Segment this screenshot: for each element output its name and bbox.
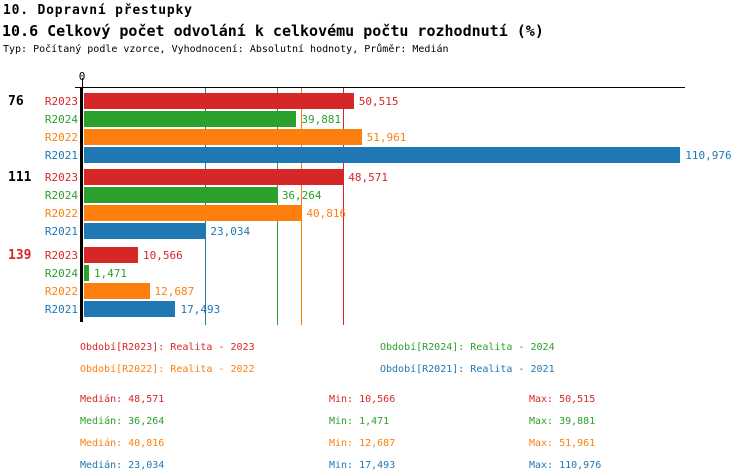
legend-item-r2022: Období[R2022]: Realita - 2022 xyxy=(80,364,255,375)
bar-value-label: 10,566 xyxy=(143,249,183,262)
median-line-r2022 xyxy=(301,88,303,325)
axis-zero-tick xyxy=(82,78,83,87)
stat-median-r2022: Medián: 40,816 xyxy=(80,438,165,449)
axis-zero-tick-label: 0 xyxy=(78,70,86,83)
legend-item-r2023: Období[R2023]: Realita - 2023 xyxy=(80,342,255,353)
group-label: 139 xyxy=(8,248,32,263)
legend-item-r2024: Období[R2024]: Realita - 2024 xyxy=(380,342,555,353)
group-label: 111 xyxy=(8,170,32,185)
bar-series-label: R2021 xyxy=(44,149,78,162)
bar-value-label: 39,881 xyxy=(301,113,342,126)
bar-series-label: R2024 xyxy=(44,267,78,280)
bar-series-label: R2022 xyxy=(44,285,78,298)
bar-r2023 xyxy=(84,247,139,263)
group-label: 76 xyxy=(8,94,24,109)
bar-r2023 xyxy=(84,93,354,109)
bar-value-label: 12,687 xyxy=(154,285,195,298)
stat-max-r2022: Max: 51,961 xyxy=(529,438,596,449)
bar-r2021 xyxy=(84,147,681,163)
bar-series-label: R2021 xyxy=(44,225,78,238)
chart-meta-line: Typ: Počítaný podle vzorce, Vyhodnocení:… xyxy=(3,44,449,55)
bar-value-label: 23,034 xyxy=(210,225,251,238)
bar-value-label: 36,264 xyxy=(281,189,322,202)
bar-series-label: R2023 xyxy=(44,95,78,108)
stat-median-r2024: Medián: 36,264 xyxy=(80,416,165,427)
bar-r2021 xyxy=(84,223,206,239)
axis-top-line xyxy=(75,87,685,88)
bar-series-label: R2023 xyxy=(44,171,78,184)
stat-max-r2021: Max: 110,976 xyxy=(529,460,602,471)
bar-r2022 xyxy=(84,129,362,145)
bar-r2022 xyxy=(84,205,302,221)
bar-r2022 xyxy=(84,283,150,299)
stat-max-r2023: Max: 50,515 xyxy=(529,394,596,405)
stat-min-r2023: Min: 10,566 xyxy=(329,394,396,405)
axis-vertical-line xyxy=(80,87,83,322)
bar-value-label: 17,493 xyxy=(180,303,221,316)
bar-series-label: R2023 xyxy=(44,249,78,262)
bar-value-label: 48,571 xyxy=(348,171,389,184)
stat-min-r2021: Min: 17,493 xyxy=(329,460,396,471)
stat-min-r2022: Min: 12,687 xyxy=(329,438,396,449)
bar-series-label: R2022 xyxy=(44,207,78,220)
bar-series-label: R2021 xyxy=(44,303,78,316)
page-title: 10. Dopravní přestupky xyxy=(3,3,193,18)
median-line-r2023 xyxy=(343,88,345,325)
bar-series-label: R2024 xyxy=(44,113,78,126)
bar-r2021 xyxy=(84,301,176,317)
bar-series-label: R2022 xyxy=(44,131,78,144)
bar-value-label: 40,816 xyxy=(306,207,347,220)
stat-max-r2024: Max: 39,881 xyxy=(529,416,596,427)
bar-value-label: 110,976 xyxy=(685,149,732,162)
chart-title: 10.6 Celkový počet odvolání k celkovému … xyxy=(2,22,544,40)
stat-median-r2023: Medián: 48,571 xyxy=(80,394,165,405)
bar-value-label: 1,471 xyxy=(93,267,128,280)
bar-r2024 xyxy=(84,187,277,203)
bar-r2024 xyxy=(84,265,89,281)
stat-min-r2024: Min: 1,471 xyxy=(329,416,390,427)
bar-value-label: 50,515 xyxy=(358,95,399,108)
bar-value-label: 51,961 xyxy=(366,131,407,144)
legend-item-r2021: Období[R2021]: Realita - 2021 xyxy=(380,364,555,375)
bar-r2024 xyxy=(84,111,297,127)
bar-r2023 xyxy=(84,169,344,185)
stat-median-r2021: Medián: 23,034 xyxy=(80,460,165,471)
bar-series-label: R2024 xyxy=(44,189,78,202)
